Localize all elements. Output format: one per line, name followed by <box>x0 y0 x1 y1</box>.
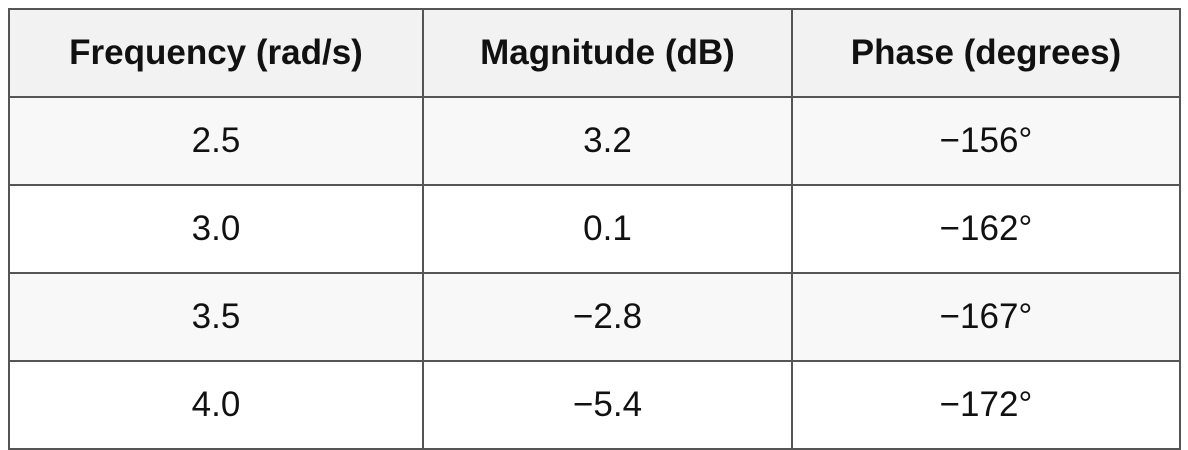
table-cell: 0.1 <box>422 184 793 274</box>
table-cell: −167° <box>791 272 1181 362</box>
table-cell: 2.5 <box>8 96 424 186</box>
table-cell: −2.8 <box>422 272 793 362</box>
table-row: 3.5 −2.8 −167° <box>8 272 1181 362</box>
table-cell: 3.2 <box>422 96 793 186</box>
table-cell: −5.4 <box>422 360 793 450</box>
table-cell: 3.5 <box>8 272 424 362</box>
table-cell: −172° <box>791 360 1181 450</box>
data-table: Frequency (rad/s) Magnitude (dB) Phase (… <box>8 8 1181 450</box>
table-cell: −156° <box>791 96 1181 186</box>
table-cell: 4.0 <box>8 360 424 450</box>
header-cell: Phase (degrees) <box>791 8 1181 98</box>
header-cell: Frequency (rad/s) <box>8 8 424 98</box>
table-row: 4.0 −5.4 −172° <box>8 360 1181 450</box>
table-row: 3.0 0.1 −162° <box>8 184 1181 274</box>
header-row: Frequency (rad/s) Magnitude (dB) Phase (… <box>8 8 1181 98</box>
table-header: Frequency (rad/s) Magnitude (dB) Phase (… <box>8 8 1181 98</box>
table-cell: 3.0 <box>8 184 424 274</box>
header-cell: Magnitude (dB) <box>422 8 793 98</box>
table-row: 2.5 3.2 −156° <box>8 96 1181 186</box>
table-cell: −162° <box>791 184 1181 274</box>
table-body: 2.5 3.2 −156° 3.0 0.1 −162° 3.5 −2.8 −167° 4.0 −5.… <box>8 96 1181 450</box>
